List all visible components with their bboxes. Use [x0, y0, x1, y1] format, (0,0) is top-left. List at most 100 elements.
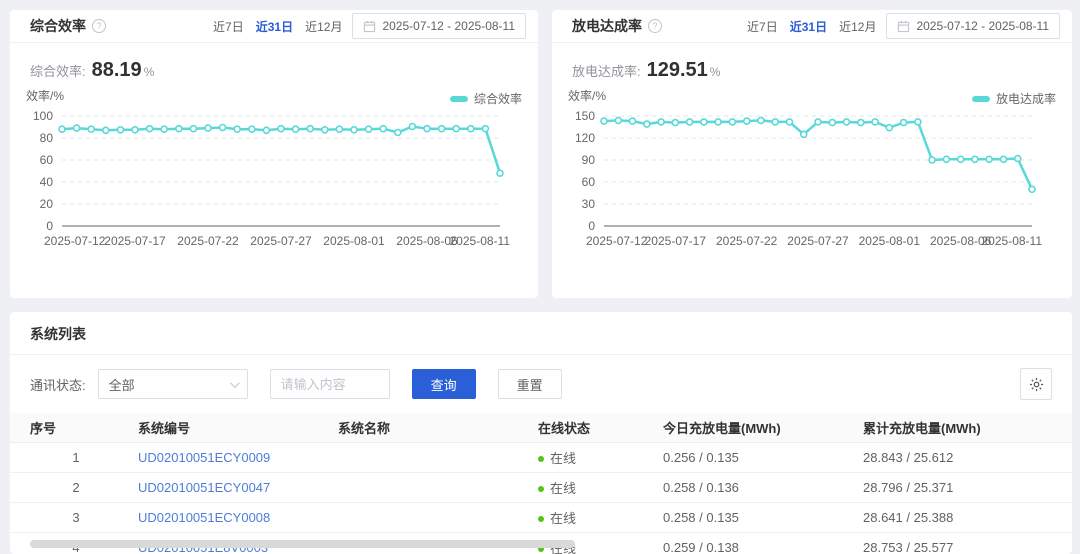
svg-text:2025-07-17: 2025-07-17 — [104, 234, 166, 248]
date-range-tabs: 近7日 近31日 近12月 — [213, 18, 342, 35]
panel-comprehensive-efficiency: 综合效率 ? 近7日 近31日 近12月 2025-07-12 - 2025-0… — [10, 10, 538, 298]
row-total-energy: 28.753 / 25.577 — [855, 532, 1072, 554]
chart-area: 综合效率 效率/% 0 20 40 60 80 100 2025-07-12 2025-07-1… — [10, 88, 538, 265]
col-header-index: 序号 — [10, 413, 130, 443]
date-range-picker[interactable]: 2025-07-12 - 2025-08-11 — [352, 13, 526, 39]
svg-text:0: 0 — [588, 219, 595, 233]
legend-label: 综合效率 — [473, 92, 522, 106]
gear-icon — [1029, 377, 1043, 391]
system-id-link[interactable]: UD02010051ECY0047 — [138, 479, 271, 495]
svg-text:30: 30 — [582, 197, 596, 211]
kpi-value: 129.51 — [646, 59, 708, 81]
help-icon[interactable]: ? — [648, 19, 662, 33]
row-index: 2 — [10, 472, 130, 503]
svg-text:0: 0 — [46, 219, 53, 233]
panel-title: 放电达成率 — [572, 18, 642, 34]
search-input[interactable] — [269, 369, 390, 399]
legend-swatch — [449, 95, 468, 102]
kpi-unit: % — [143, 65, 155, 79]
row-online-status: 在线 — [530, 442, 655, 473]
svg-text:2025-07-12: 2025-07-12 — [44, 234, 106, 248]
svg-text:120: 120 — [575, 131, 595, 145]
horizontal-scrollbar-thumb[interactable] — [30, 540, 575, 548]
chevron-down-icon — [229, 377, 240, 388]
svg-text:150: 150 — [575, 109, 595, 123]
kpi-label: 综合效率: — [30, 64, 86, 79]
horizontal-scrollbar — [10, 540, 1072, 548]
row-today-energy: 0.258 / 0.136 — [655, 472, 855, 503]
row-index: 1 — [10, 442, 130, 473]
comm-status-selected-value: 全部 — [108, 377, 135, 393]
row-total-energy: 28.843 / 25.612 — [855, 442, 1072, 473]
system-id-link[interactable]: UD02010051ECY0008 — [138, 509, 271, 525]
column-settings-button[interactable] — [1020, 368, 1052, 400]
row-today-energy: 0.259 / 0.138 — [655, 532, 855, 554]
tab-last-12-months[interactable]: 近12月 — [839, 19, 877, 34]
svg-text:2025-07-27: 2025-07-27 — [250, 234, 312, 248]
chart-legend[interactable]: 放电达成率 — [971, 90, 1056, 107]
legend-label: 放电达成率 — [995, 92, 1056, 106]
legend-swatch — [971, 95, 990, 102]
table-header-row: 序号 系统编号 系统名称 在线状态 今日充放电量(MWh) 累计充放电量(MWh… — [10, 413, 1072, 443]
tab-last-31-days[interactable]: 近31日 — [789, 19, 828, 34]
col-header-today-energy: 今日充放电量(MWh) — [655, 413, 855, 443]
kpi-charts-row: 综合效率 ? 近7日 近31日 近12月 2025-07-12 - 2025-0… — [10, 10, 1072, 298]
panel-discharge-achievement: 放电达成率 ? 近7日 近31日 近12月 2025-07-12 - 2025-… — [552, 10, 1072, 298]
svg-text:2025-08-06: 2025-08-06 — [930, 234, 992, 248]
date-range-picker[interactable]: 2025-07-12 - 2025-08-11 — [886, 13, 1060, 39]
col-header-system-id: 系统编号 — [130, 413, 330, 443]
row-system-id: UD02010051ECY0047 — [130, 472, 330, 503]
query-button[interactable]: 查询 — [411, 369, 476, 399]
calendar-icon — [364, 20, 376, 32]
tab-last-7-days[interactable]: 近7日 — [747, 19, 778, 34]
kpi-line: 放电达成率: 129.51% — [552, 43, 1072, 82]
chart-legend[interactable]: 综合效率 — [449, 90, 522, 107]
col-header-online-status: 在线状态 — [530, 413, 655, 443]
row-total-energy: 28.796 / 25.371 — [855, 472, 1072, 503]
row-system-name — [330, 502, 530, 533]
panel-controls: 近7日 近31日 近12月 2025-07-12 - 2025-08-11 — [213, 13, 526, 39]
system-table-body: 1 UD02010051ECY0009 在线 0.256 / 0.135 28.843 … — [10, 442, 1072, 554]
svg-text:效率/%: 效率/% — [568, 88, 606, 103]
row-today-energy: 0.258 / 0.135 — [655, 502, 855, 533]
svg-text:90: 90 — [582, 153, 596, 167]
panel-header: 综合效率 ? 近7日 近31日 近12月 2025-07-12 - 2025-0… — [10, 10, 538, 43]
svg-text:100: 100 — [33, 109, 53, 123]
system-list-card: 系统列表 通讯状态: 全部 查询 重置 — [10, 312, 1072, 554]
kpi-unit: % — [709, 65, 721, 79]
svg-text:60: 60 — [40, 153, 54, 167]
tab-last-31-days[interactable]: 近31日 — [255, 19, 294, 34]
chart-area: 放电达成率 效率/% 0 30 60 90 120 150 2025-07-12 2025-07… — [552, 88, 1072, 265]
tab-last-7-days[interactable]: 近7日 — [213, 19, 244, 34]
reset-button[interactable]: 重置 — [497, 369, 562, 399]
svg-text:2025-07-27: 2025-07-27 — [787, 234, 849, 248]
row-index: 3 — [10, 502, 130, 533]
panel-header: 放电达成率 ? 近7日 近31日 近12月 2025-07-12 - 2025-… — [552, 10, 1072, 43]
table-row: 1 UD02010051ECY0009 在线 0.256 / 0.135 28.843 … — [10, 442, 1072, 473]
tab-last-12-months[interactable]: 近12月 — [305, 19, 343, 34]
row-system-id: UD02010051ECY0009 — [130, 442, 330, 473]
svg-text:60: 60 — [582, 175, 596, 189]
comm-status-label: 通讯状态: — [30, 377, 86, 393]
col-header-system-name: 系统名称 — [330, 413, 530, 443]
online-status-dot — [538, 485, 544, 492]
kpi-line: 综合效率: 88.19% — [10, 43, 538, 82]
kpi-value: 88.19 — [91, 59, 142, 81]
system-id-link[interactable]: UD02010051ECY0009 — [138, 449, 271, 465]
comm-status-select[interactable]: 全部 — [97, 369, 248, 399]
svg-text:40: 40 — [40, 175, 54, 189]
help-icon[interactable]: ? — [92, 19, 106, 33]
col-header-total-energy: 累计充放电量(MWh) — [855, 413, 1072, 443]
row-online-status: 在线 — [530, 472, 655, 503]
svg-text:2025-08-11: 2025-08-11 — [450, 234, 511, 248]
svg-text:80: 80 — [40, 131, 54, 145]
panel-title: 综合效率 — [30, 18, 86, 34]
svg-text:2025-08-01: 2025-08-01 — [323, 234, 385, 248]
svg-text:2025-07-22: 2025-07-22 — [716, 234, 778, 248]
svg-text:2025-07-12: 2025-07-12 — [586, 234, 648, 248]
kpi-label: 放电达成率: — [572, 64, 641, 79]
table-row: 3 UD02010051ECY0008 在线 0.258 / 0.135 28.641 … — [10, 502, 1072, 533]
system-list-title: 系统列表 — [30, 326, 86, 342]
